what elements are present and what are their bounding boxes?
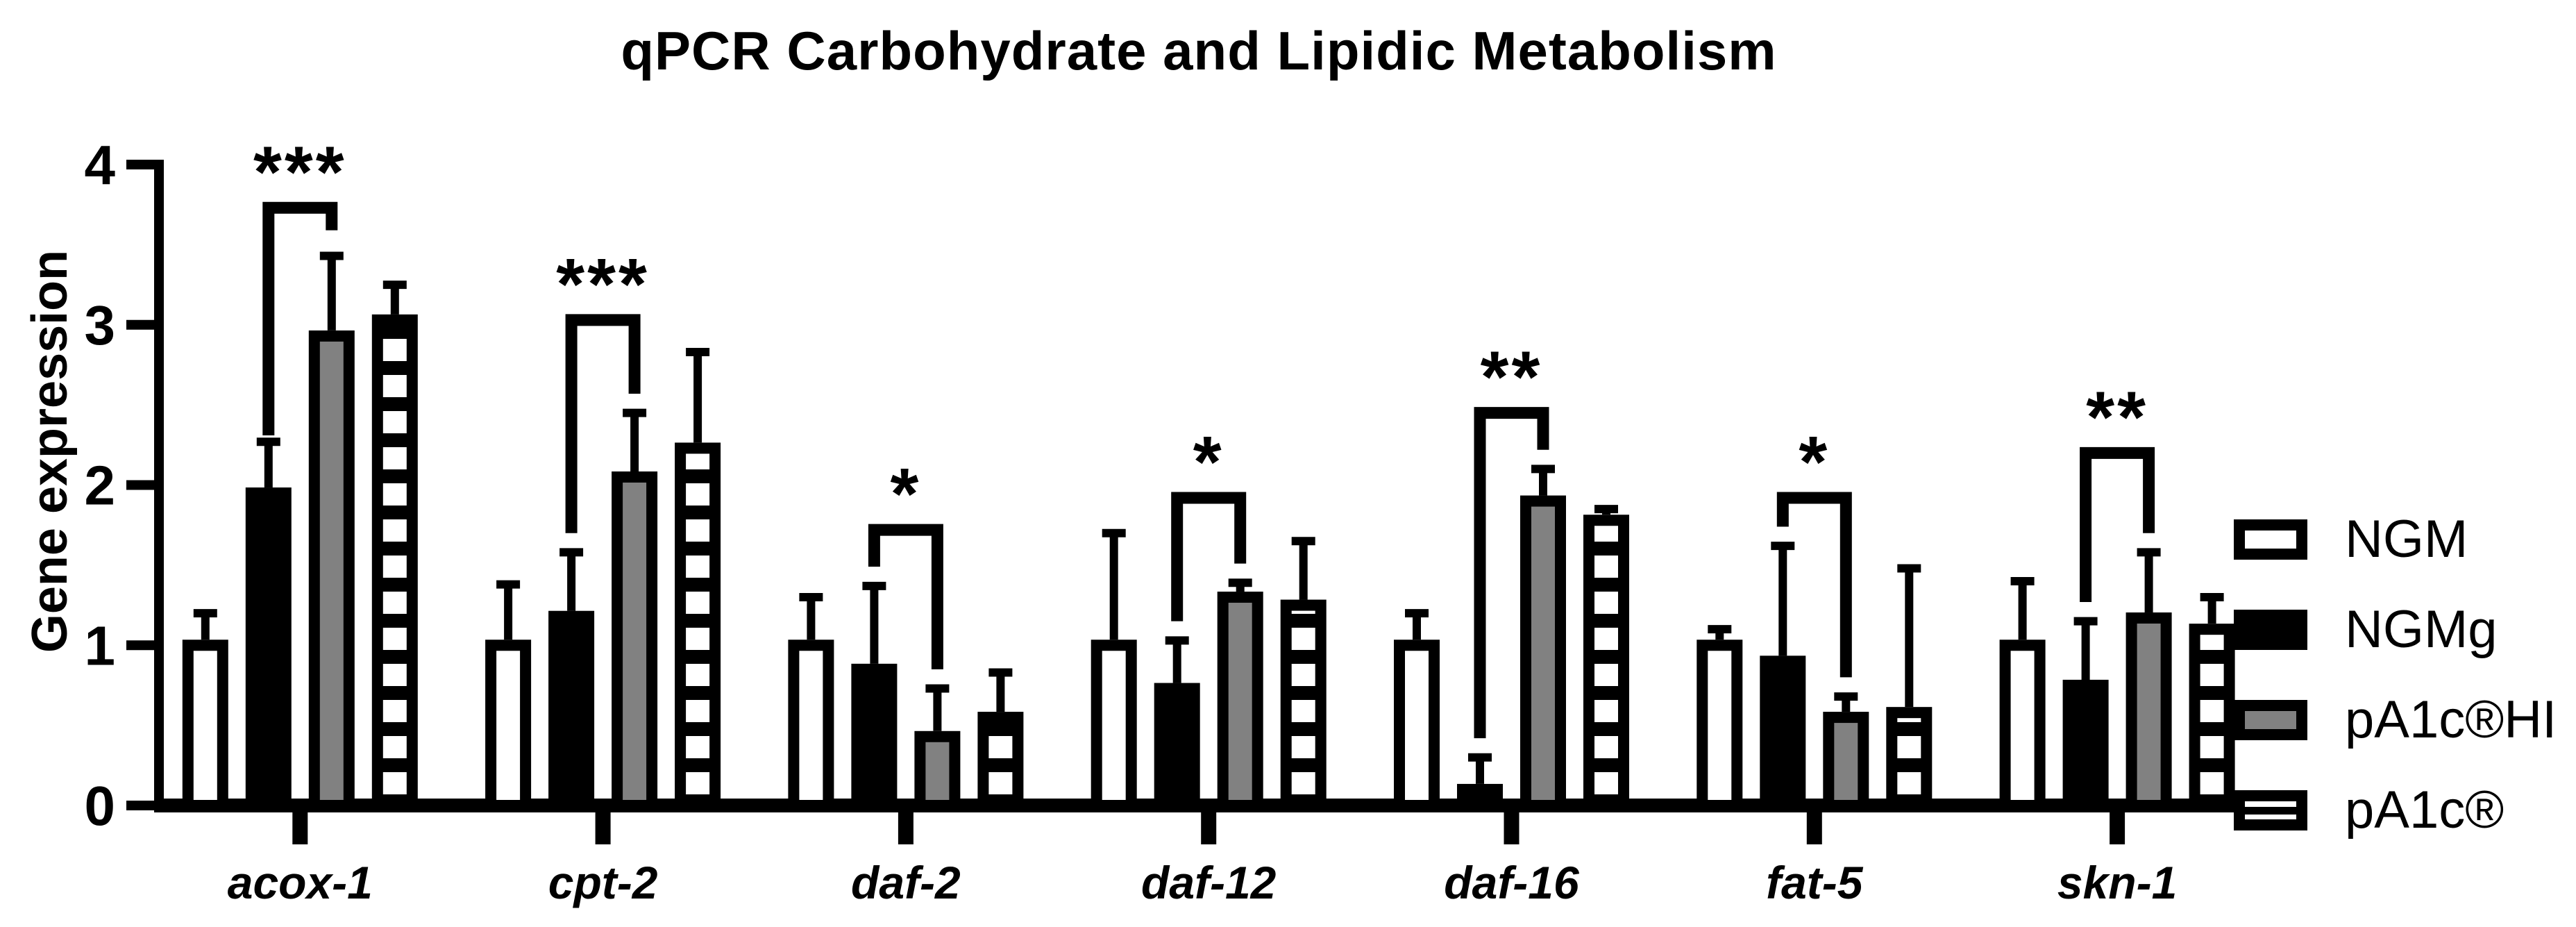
x-category-label: skn-1 xyxy=(2057,857,2177,908)
bar-skn-1-2 xyxy=(2125,612,2172,812)
bar-acox-1-2 xyxy=(308,330,355,811)
significance-stars: * xyxy=(1193,421,1224,503)
significance-stars: * xyxy=(890,453,921,535)
chart-title: qPCR Carbohydrate and Lipidic Metabolism xyxy=(621,20,1777,81)
significance-stars: * xyxy=(1799,421,1830,503)
legend-item-ngm: NGM xyxy=(2234,510,2557,569)
bar-daf-12-3 xyxy=(1280,599,1327,811)
legend: NGM NGMg pA1c®HI pA1c® xyxy=(2234,510,2557,840)
bar-daf-16-2 xyxy=(1520,495,1566,811)
legend-label-ngm: NGM xyxy=(2345,510,2468,569)
y-tick-label: 2 xyxy=(85,455,116,517)
legend-item-ngmg: NGMg xyxy=(2234,600,2557,659)
bar-fat-5-0 xyxy=(1697,640,1743,811)
legend-label-pa1c: pA1c® xyxy=(2345,780,2505,840)
significance-stars: ** xyxy=(2086,376,2148,458)
significance-bracket xyxy=(1474,407,1549,739)
x-category-label: cpt-2 xyxy=(548,857,658,908)
y-tick-label: 3 xyxy=(85,294,116,356)
legend-swatch-open-icon xyxy=(2234,519,2307,560)
bar-cpt-2-2 xyxy=(612,471,658,812)
significance-bracket xyxy=(565,314,641,533)
x-category-label: daf-2 xyxy=(851,857,961,908)
bar-skn-1-0 xyxy=(1999,640,2046,811)
significance-bracket xyxy=(1171,492,1247,621)
bar-daf-16-1 xyxy=(1457,783,1503,812)
legend-item-pa1c-hi: pA1c®HI xyxy=(2234,690,2557,749)
significance-bracket xyxy=(1776,492,1852,678)
legend-label-pa1c-hi: pA1c®HI xyxy=(2345,690,2557,749)
legend-swatch-gray-icon xyxy=(2234,700,2307,740)
legend-swatch-striped-icon xyxy=(2234,790,2307,830)
bar-fat-5-2 xyxy=(1823,712,1869,812)
significance-bracket xyxy=(868,524,943,669)
bar-cpt-2-1 xyxy=(548,610,595,812)
legend-swatch-solid-icon xyxy=(2234,610,2307,650)
bar-fat-5-1 xyxy=(1760,655,1806,812)
significance-stars: *** xyxy=(253,131,347,212)
x-category-label: acox-1 xyxy=(228,857,373,908)
bar-daf-2-3 xyxy=(977,712,1024,812)
bar-acox-1-1 xyxy=(245,487,292,811)
bar-daf-2-0 xyxy=(788,640,834,811)
significance-bracket xyxy=(262,201,338,435)
bar-daf-2-1 xyxy=(851,663,898,811)
bar-cpt-2-3 xyxy=(675,442,721,811)
bar-cpt-2-0 xyxy=(485,640,532,811)
y-tick-label: 4 xyxy=(85,134,116,196)
x-category-label: fat-5 xyxy=(1766,857,1864,908)
x-category-label: daf-16 xyxy=(1444,857,1580,908)
legend-item-pa1c: pA1c® xyxy=(2234,780,2557,840)
significance-bracket xyxy=(2080,446,2155,602)
bar-daf-16-3 xyxy=(1583,515,1629,811)
bar-daf-12-0 xyxy=(1091,640,1137,811)
bar-acox-1-3 xyxy=(371,314,418,811)
bar-skn-1-1 xyxy=(2062,679,2109,811)
y-tick-label: 1 xyxy=(85,615,116,676)
significance-stars: ** xyxy=(1481,337,1543,418)
legend-label-ngmg: NGMg xyxy=(2345,600,2498,659)
significance-stars: *** xyxy=(556,244,650,325)
bar-daf-12-1 xyxy=(1154,683,1200,811)
x-category-label: daf-12 xyxy=(1141,857,1277,908)
bar-daf-2-2 xyxy=(914,730,961,811)
bar-acox-1-0 xyxy=(182,640,228,811)
bar-daf-12-2 xyxy=(1217,592,1263,812)
bar-skn-1-3 xyxy=(2189,624,2235,811)
bar-fat-5-3 xyxy=(1886,707,1933,812)
y-tick-label: 0 xyxy=(85,775,116,837)
bar-daf-16-0 xyxy=(1394,640,1440,811)
